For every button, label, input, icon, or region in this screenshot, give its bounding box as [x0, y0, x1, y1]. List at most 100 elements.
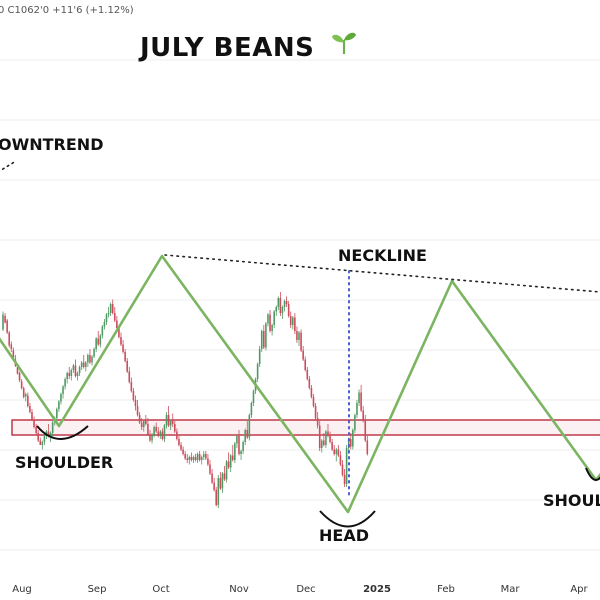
candle: [300, 329, 302, 352]
candle-body: [213, 482, 215, 490]
candle-body: [200, 457, 203, 460]
candle-body: [58, 401, 60, 409]
candle: [335, 448, 338, 462]
candle-body: [4, 316, 6, 323]
candle: [323, 433, 325, 447]
candle-body: [225, 461, 228, 480]
candle: [178, 436, 180, 447]
candle: [302, 346, 304, 361]
candle-body: [12, 350, 15, 358]
candle: [285, 296, 288, 307]
ohlc-readout: 0 C1062'0 +11'6 (+1.12%): [0, 5, 134, 16]
candle-body: [192, 457, 195, 460]
candle-body: [358, 392, 360, 403]
candle: [132, 388, 135, 402]
candle: [265, 322, 267, 351]
candle-body: [74, 365, 77, 376]
candle: [134, 395, 137, 411]
candle-body: [194, 457, 197, 460]
candle-body: [132, 391, 135, 400]
candle-body: [215, 490, 218, 505]
candle-body: [362, 410, 364, 421]
candle-body: [66, 373, 68, 379]
candle-body: [113, 313, 116, 321]
downtrend-line: [0, 160, 17, 172]
candle-body: [188, 457, 191, 460]
candle: [320, 439, 323, 453]
candle-body: [167, 415, 170, 426]
candle: [256, 362, 259, 382]
candle-body: [289, 316, 292, 325]
candle: [271, 323, 273, 336]
candle: [165, 412, 168, 429]
candle-body: [89, 355, 91, 363]
candle-body: [124, 352, 126, 361]
candle-body: [308, 379, 311, 388]
candle: [310, 385, 313, 399]
candle-body: [260, 331, 263, 349]
candle: [66, 371, 68, 384]
candle: [91, 355, 93, 366]
candle: [198, 451, 201, 462]
candle-body: [281, 307, 284, 313]
candle-body: [35, 427, 37, 433]
candle-body: [296, 331, 298, 340]
candle: [327, 424, 329, 438]
candle-body: [217, 478, 220, 505]
candle-body: [248, 415, 251, 438]
candle-body: [18, 373, 21, 381]
candle-body: [236, 436, 238, 444]
candle: [8, 331, 11, 348]
left-shoulder-curve: [36, 425, 89, 440]
candle: [62, 385, 64, 399]
candle: [78, 365, 81, 376]
candle: [109, 302, 112, 316]
candle-body: [302, 350, 304, 360]
candle: [174, 421, 176, 433]
candle: [192, 455, 195, 463]
candle-body: [147, 424, 149, 435]
candle: [122, 340, 124, 354]
candle: [234, 442, 236, 463]
candle: [213, 478, 215, 492]
candle-body: [8, 332, 11, 346]
candle-body: [64, 379, 66, 387]
candle: [312, 394, 315, 408]
candle-body: [256, 364, 259, 379]
candle-body: [2, 314, 4, 330]
candle-body: [140, 422, 143, 427]
candle-body: [244, 430, 246, 442]
candle: [356, 400, 358, 418]
candle: [207, 454, 209, 466]
chart-grid: [0, 59, 600, 551]
candle: [205, 451, 207, 460]
candle-body: [111, 304, 114, 313]
candle-body: [176, 431, 178, 439]
candle: [200, 455, 203, 465]
head-curve: [319, 510, 376, 528]
candle: [155, 422, 157, 433]
candle-body: [103, 322, 106, 327]
candle: [159, 430, 162, 439]
candle-body: [325, 431, 327, 445]
candle: [244, 428, 246, 445]
candle-body: [136, 406, 139, 415]
candle-body: [24, 394, 27, 397]
candle-body: [364, 421, 367, 441]
candle-body: [238, 436, 240, 454]
candle-body: [356, 403, 358, 415]
candle: [163, 424, 166, 442]
candle: [260, 329, 263, 352]
candle-body: [120, 337, 122, 345]
candle: [74, 359, 77, 378]
candle: [180, 442, 182, 451]
candle-body: [335, 449, 338, 454]
candle-body: [33, 419, 35, 427]
candle: [223, 466, 226, 481]
candle: [20, 379, 23, 390]
candle: [279, 292, 282, 316]
candle: [304, 356, 307, 372]
candle-body: [320, 440, 323, 448]
candle: [22, 386, 25, 399]
candle-body: [10, 344, 13, 349]
